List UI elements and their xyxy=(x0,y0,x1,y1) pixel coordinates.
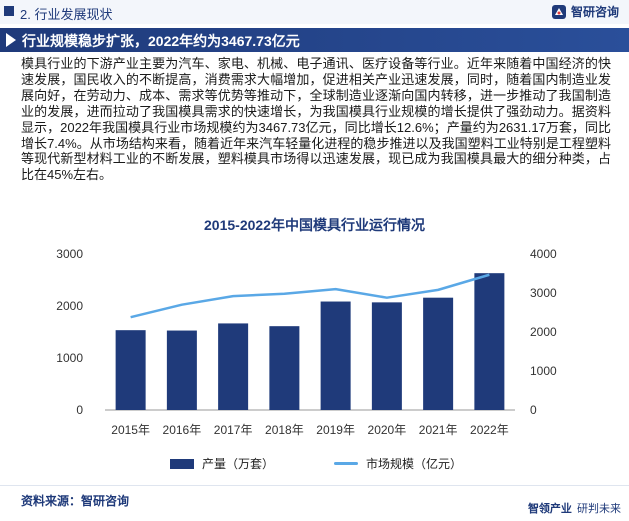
brand-name: 智研咨询 xyxy=(570,5,619,19)
y-right-tick-label: 3000 xyxy=(530,286,557,300)
source-note: 资料来源：智研咨询 xyxy=(21,494,130,508)
y-right-tick-label: 1000 xyxy=(530,364,557,378)
headline-banner: 行业规模稳步扩张，2022年约为3467.73亿元 xyxy=(0,28,629,52)
legend-label-bar: 产量（万套） xyxy=(202,457,275,471)
bar-production xyxy=(115,330,146,410)
line-market-size xyxy=(130,273,490,319)
x-tick-label: 2020年 xyxy=(368,423,407,437)
x-tick-label: 2021年 xyxy=(419,423,458,437)
y-left-tick-label: 0 xyxy=(76,403,83,417)
triangle-icon xyxy=(6,33,16,47)
divider xyxy=(0,485,629,486)
bar-production xyxy=(423,297,454,410)
footer-slogan: 智领产业 研判未来 xyxy=(528,500,621,516)
body-paragraph: 模具行业的下游产业主要为汽车、家电、机械、电子通讯、医疗设备等行业。近年来随着中… xyxy=(21,56,611,183)
legend-swatch-bar xyxy=(170,458,194,469)
x-tick-label: 2018年 xyxy=(265,423,304,437)
section-title: 2. 行业发展现状 xyxy=(20,7,113,22)
y-left-tick-label: 2000 xyxy=(56,299,83,313)
headline: 行业规模稳步扩张，2022年约为3467.73亿元 xyxy=(22,33,300,49)
bar-production xyxy=(371,302,402,410)
brand-logo-icon xyxy=(551,4,566,19)
y-left-tick-label: 3000 xyxy=(56,247,83,261)
footer-right: 研判未来 xyxy=(577,503,621,515)
footer-left: 智领产业 xyxy=(527,503,572,515)
y-left-tick-label: 1000 xyxy=(56,351,83,365)
x-tick-label: 2019年 xyxy=(316,423,355,437)
bar-production xyxy=(218,323,249,410)
legend-label-line: 市场规模（亿元） xyxy=(366,457,463,471)
brand: 智研咨询 xyxy=(551,3,619,20)
x-tick-label: 2015年 xyxy=(111,423,150,437)
bar-production xyxy=(474,273,505,410)
legend-swatch-line xyxy=(334,462,359,465)
y-right-tick-label: 2000 xyxy=(530,325,557,339)
y-right-tick-label: 0 xyxy=(530,403,537,417)
section-marker xyxy=(4,6,14,16)
top-bar: 2. 行业发展现状 智研咨询 xyxy=(0,0,629,24)
legend-item-bar: 产量（万套） xyxy=(170,455,274,472)
bar-production xyxy=(320,301,351,410)
chart: 0 1000 2000 3000 0 1000 2000 3000 4000 2015年 2016年… xyxy=(56,247,557,437)
y-right-tick-label: 4000 xyxy=(530,247,557,261)
legend-item-line: 市场规模（亿元） xyxy=(334,455,462,472)
chart-title: 2015-2022年中国模具行业运行情况 xyxy=(204,217,425,233)
x-tick-label: 2022年 xyxy=(470,423,509,437)
chart-legend: 产量（万套） 市场规模（亿元） xyxy=(170,455,462,472)
x-tick-label: 2016年 xyxy=(163,423,202,437)
x-tick-label: 2017年 xyxy=(214,423,253,437)
bar-production xyxy=(269,326,300,410)
bar-production xyxy=(166,330,197,410)
